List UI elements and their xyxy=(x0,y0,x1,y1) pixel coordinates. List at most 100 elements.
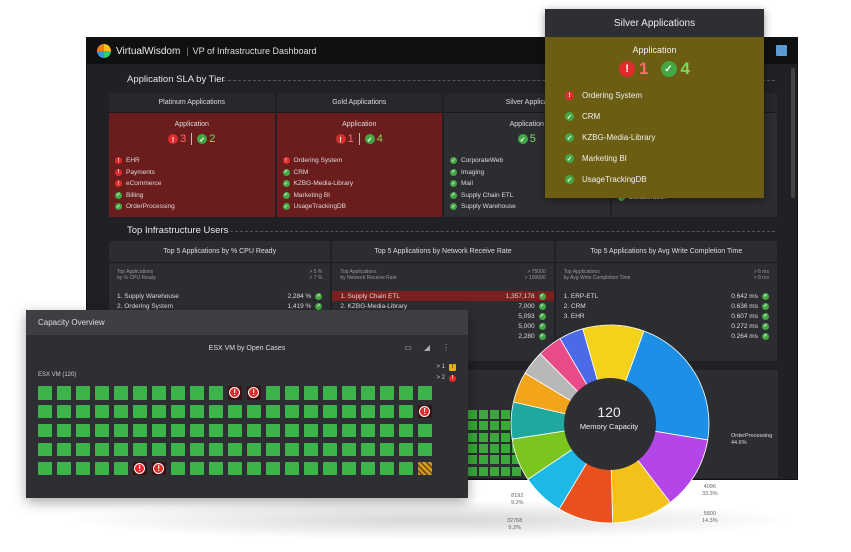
scrollbar[interactable] xyxy=(791,68,795,198)
vm-cell[interactable] xyxy=(38,442,52,457)
vm-cell[interactable] xyxy=(171,386,185,400)
silver-app-item[interactable]: ✓ UsageTrackingDB xyxy=(545,169,764,190)
heatmap-cell[interactable] xyxy=(490,421,499,431)
vm-cell[interactable] xyxy=(304,423,318,438)
vm-cell[interactable] xyxy=(95,386,109,400)
top-users-row[interactable]: 1. ERP-ETL 0.642 ms ✓ xyxy=(556,291,777,301)
top-users-row[interactable]: 1. Supply Chain ETL 1,357,178 ✓ xyxy=(332,291,554,301)
vm-cell[interactable] xyxy=(209,423,223,438)
vm-cell[interactable] xyxy=(399,461,413,476)
donut-slice[interactable] xyxy=(582,324,645,426)
vm-cell[interactable] xyxy=(323,386,337,400)
vm-cell[interactable] xyxy=(304,386,318,400)
vm-cell[interactable] xyxy=(380,404,394,419)
heatmap-cell[interactable] xyxy=(490,443,499,453)
heatmap-cell[interactable] xyxy=(501,455,510,465)
vm-cell[interactable] xyxy=(171,404,185,419)
vm-cell[interactable] xyxy=(285,423,299,438)
comment-icon[interactable]: ▭ xyxy=(404,343,412,352)
vm-cell[interactable]: ! xyxy=(228,386,242,400)
top-users-row[interactable]: 0.264 ms ✓ xyxy=(556,331,777,341)
heatmap-cell[interactable] xyxy=(490,466,499,476)
sla-app-item[interactable]: ✓ Billing xyxy=(115,190,269,202)
heatmap-cell[interactable] xyxy=(501,410,510,419)
heatmap-cell[interactable] xyxy=(468,466,477,476)
sla-app-item[interactable]: ! Ordering System xyxy=(282,155,437,167)
sla-app-item[interactable]: ✓ Marketing BI xyxy=(282,190,437,202)
vm-cell[interactable] xyxy=(114,404,128,419)
sla-app-item[interactable]: ! eCommerce xyxy=(115,178,269,190)
vm-cell[interactable] xyxy=(171,442,185,457)
vm-cell[interactable] xyxy=(342,461,356,476)
vm-cell[interactable] xyxy=(209,386,223,400)
vm-cell[interactable] xyxy=(171,461,185,476)
vm-cell[interactable] xyxy=(399,404,413,419)
vm-cell[interactable] xyxy=(342,404,356,419)
sla-app-item[interactable]: ✓ CRM xyxy=(282,167,437,179)
vm-cell[interactable] xyxy=(190,461,204,476)
vm-cell[interactable] xyxy=(76,386,90,400)
heatmap-cell[interactable] xyxy=(501,421,510,431)
vm-cell[interactable] xyxy=(266,423,280,438)
top-users-row[interactable]: 2,280 ✓ xyxy=(332,331,553,341)
vm-cell[interactable] xyxy=(57,423,71,438)
vm-cell[interactable] xyxy=(228,461,242,476)
heatmap-cell[interactable] xyxy=(479,455,488,465)
vm-cell[interactable] xyxy=(323,423,337,438)
vm-cell[interactable] xyxy=(342,423,356,438)
more-icon[interactable]: ⋮ xyxy=(442,343,450,352)
heatmap-cell[interactable] xyxy=(512,466,521,476)
vm-cell[interactable] xyxy=(342,386,356,400)
sla-app-item[interactable]: ✓ UsageTrackingDB xyxy=(282,201,437,213)
sla-app-item[interactable]: ! EHR xyxy=(115,155,269,167)
vm-cell[interactable] xyxy=(247,442,261,457)
vm-cell[interactable] xyxy=(285,442,299,457)
vm-cell[interactable] xyxy=(95,423,109,438)
heatmap-cell[interactable] xyxy=(468,410,477,419)
vm-cell[interactable] xyxy=(418,442,432,457)
vm-cell[interactable] xyxy=(361,461,375,476)
vm-cell[interactable] xyxy=(133,423,147,438)
vm-cell[interactable] xyxy=(57,442,71,457)
vm-cell[interactable] xyxy=(418,461,432,476)
heatmap-cell[interactable] xyxy=(501,466,510,476)
vm-cell[interactable] xyxy=(38,404,52,419)
vm-cell[interactable] xyxy=(380,386,394,400)
top-users-row[interactable]: 5,000 ✓ xyxy=(332,321,553,331)
heatmap-cell[interactable] xyxy=(468,432,477,442)
vm-cell[interactable] xyxy=(57,386,71,400)
top-users-row[interactable]: 2. Ordering System 1,419 % ✓ xyxy=(109,301,330,311)
vm-cell[interactable] xyxy=(190,404,204,419)
vm-cell[interactable] xyxy=(209,461,223,476)
vm-cell[interactable] xyxy=(57,404,71,419)
vm-cell[interactable] xyxy=(152,423,166,438)
vm-cell[interactable] xyxy=(133,404,147,419)
vm-cell[interactable] xyxy=(304,404,318,419)
vm-cell[interactable] xyxy=(228,442,242,457)
vm-cell[interactable] xyxy=(418,423,432,438)
vm-cell[interactable] xyxy=(285,461,299,476)
vm-cell[interactable] xyxy=(152,442,166,457)
heatmap-cell[interactable] xyxy=(479,410,488,419)
vm-cell[interactable] xyxy=(380,423,394,438)
silver-app-item[interactable]: ✓ Marketing BI xyxy=(545,148,764,169)
vm-cell[interactable] xyxy=(76,461,90,476)
vm-cell[interactable] xyxy=(38,386,52,400)
sla-app-item[interactable]: ✓ OrderProcessing xyxy=(115,201,269,213)
sla-app-item[interactable]: ✓ CorporateWeb xyxy=(450,155,604,167)
vm-cell[interactable] xyxy=(247,423,261,438)
heatmap-cell[interactable] xyxy=(468,455,477,465)
vm-cell[interactable] xyxy=(114,442,128,457)
vm-cell[interactable] xyxy=(399,442,413,457)
heatmap-cell[interactable] xyxy=(479,443,488,453)
vm-cell[interactable] xyxy=(304,442,318,457)
heatmap-cell[interactable] xyxy=(501,432,510,442)
heatmap-cell[interactable] xyxy=(501,443,510,453)
vm-cell[interactable] xyxy=(114,461,128,476)
sla-app-item[interactable]: ✓ Imaging xyxy=(450,167,604,179)
vm-cell[interactable] xyxy=(266,442,280,457)
vm-cell[interactable] xyxy=(152,386,166,400)
vm-cell[interactable] xyxy=(38,423,52,438)
heatmap-cell[interactable] xyxy=(468,421,477,431)
sla-app-item[interactable]: ✓ Supply Warehouse xyxy=(450,201,604,213)
